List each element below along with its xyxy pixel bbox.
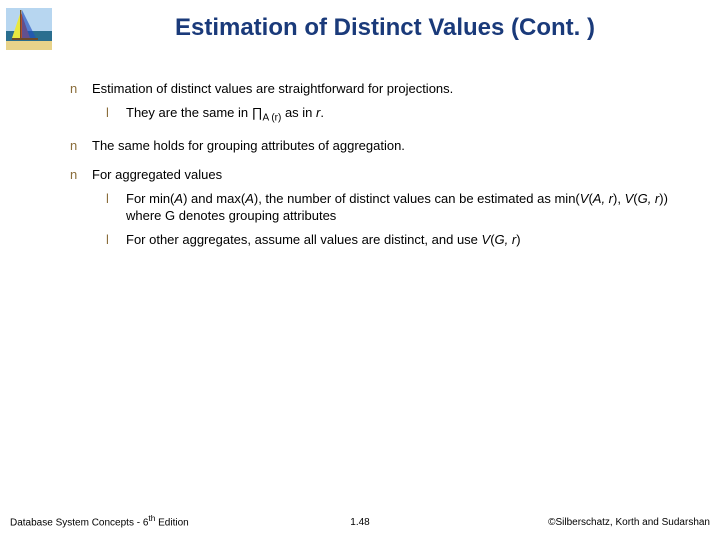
bullet-text: They are the same in ∏A (r) as in r. (126, 104, 324, 125)
bullet-3-1: l For min(A) and max(A), the number of d… (106, 190, 680, 225)
bullet-marker-l: l (106, 104, 126, 125)
footer-copyright: ©Silberschatz, Korth and Sudarshan (548, 517, 710, 528)
pi-subscript: A (r) (262, 112, 281, 123)
footer-page-number: 1.48 (350, 517, 369, 528)
bullet-text: Estimation of distinct values are straig… (92, 80, 453, 98)
slide-body: n Estimation of distinct values are stra… (70, 80, 680, 254)
pi-symbol: ∏ (252, 105, 263, 120)
bullet-marker-n: n (70, 137, 92, 155)
slide-title: Estimation of Distinct Values (Cont. ) (90, 14, 680, 42)
bullet-text: For other aggregates, assume all values … (126, 231, 521, 249)
bullet-2: n The same holds for grouping attributes… (70, 137, 680, 155)
bullet-text: For min(A) and max(A), the number of dis… (126, 190, 680, 225)
bullet-marker-l: l (106, 190, 126, 225)
bullet-text: The same holds for grouping attributes o… (92, 137, 405, 155)
bullet-3-2: l For other aggregates, assume all value… (106, 231, 680, 249)
bullet-3: n For aggregated values (70, 166, 680, 184)
bullet-1: n Estimation of distinct values are stra… (70, 80, 680, 98)
bullet-text: For aggregated values (92, 166, 222, 184)
book-cover-logo (6, 8, 52, 50)
slide-footer: Database System Concepts - 6th Edition 1… (0, 512, 720, 532)
footer-left: Database System Concepts - 6th Edition (10, 513, 189, 528)
slide: Estimation of Distinct Values (Cont. ) n… (0, 0, 720, 540)
bullet-marker-l: l (106, 231, 126, 249)
bullet-1-1: l They are the same in ∏A (r) as in r. (106, 104, 680, 125)
bullet-marker-n: n (70, 80, 92, 98)
bullet-marker-n: n (70, 166, 92, 184)
